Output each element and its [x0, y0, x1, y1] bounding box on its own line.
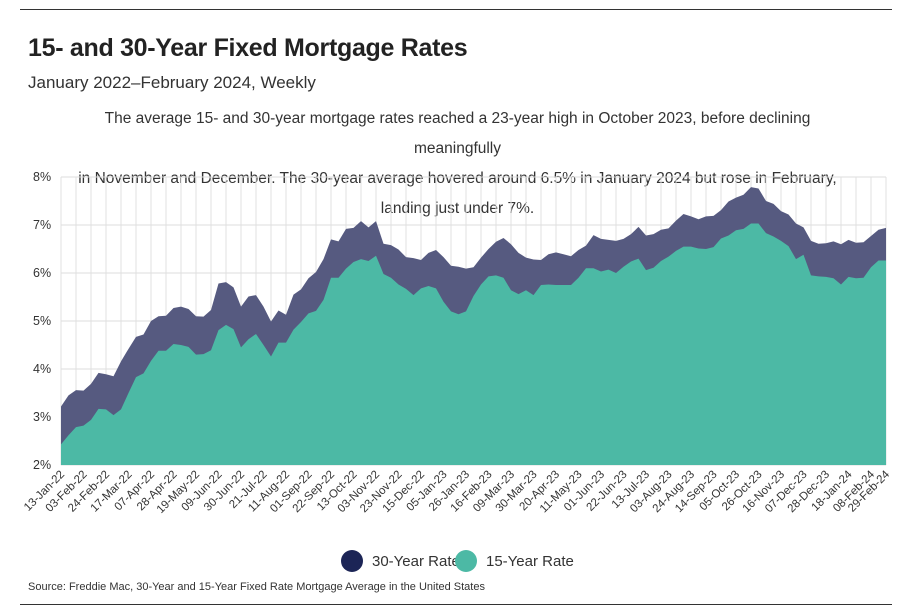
chart-title: 15- and 30-Year Fixed Mortgage Rates — [28, 34, 468, 62]
mortgage-rate-chart: 2%3%4%5%6%7%8%13-Jan-2203-Feb-2224-Feb-2… — [22, 170, 893, 516]
y-tick-label: 2% — [33, 458, 51, 472]
legend-label-30-year: 30-Year Rate — [372, 552, 460, 570]
legend-swatch-30-year — [341, 550, 363, 572]
y-tick-label: 6% — [33, 266, 51, 280]
area-15-year-rate — [61, 223, 886, 465]
bottom-rule — [20, 604, 892, 605]
description-line: The average 15- and 30-year mortgage rat… — [104, 110, 811, 157]
y-tick-label: 7% — [33, 218, 51, 232]
top-rule — [20, 9, 892, 10]
legend-label-15-year: 15-Year Rate — [486, 552, 574, 570]
legend-item-30-year: 30-Year Rate — [341, 550, 460, 572]
chart-description: The average 15- and 30-year mortgage rat… — [70, 104, 845, 224]
y-tick-label: 5% — [33, 314, 51, 328]
chart-legend: 30-Year Rate 15-Year Rate — [0, 550, 911, 574]
description-line: in November and December. The 30-year av… — [78, 170, 837, 187]
source-note: Source: Freddie Mac, 30-Year and 15-Year… — [28, 581, 485, 593]
y-tick-label: 4% — [33, 362, 51, 376]
legend-swatch-15-year — [455, 550, 477, 572]
legend-item-15-year: 15-Year Rate — [455, 550, 574, 572]
y-tick-label: 8% — [33, 170, 51, 184]
chart-subtitle: January 2022–February 2024, Weekly — [28, 73, 316, 92]
y-tick-label: 3% — [33, 410, 51, 424]
